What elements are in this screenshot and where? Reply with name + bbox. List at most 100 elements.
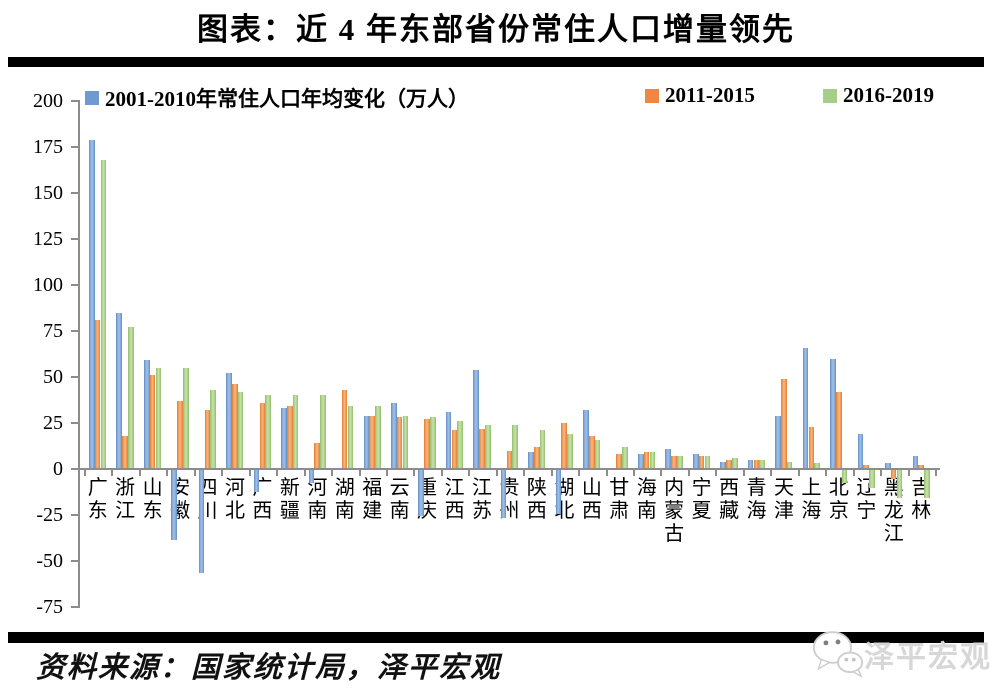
x-axis-tick-mark [303,470,306,476]
bar-2001-2010年常住人口年均变化（万人）-海南 [638,454,644,469]
x-axis-category-label: 云南 [389,477,410,522]
x-axis-tick-mark [852,470,855,476]
bar-2016-2019-陕西 [539,430,546,469]
bar-2016-2019-河北 [237,391,244,469]
bar-2011-2015-青海 [753,459,760,469]
bar-2011-2015-重庆 [424,419,430,469]
x-axis-category-label: 江西 [444,477,465,522]
x-axis-tick-mark [111,470,114,476]
x-axis-category-label: 河北 [224,477,245,522]
bar-2016-2019-上海 [814,463,820,469]
x-axis-tick-mark [660,470,663,476]
legend-item-2001-2010: 2001-2010年常住人口年均变化（万人） [85,83,469,113]
x-axis-zero-line [78,468,940,470]
x-axis-tick-mark [934,470,937,476]
bar-2011-2015-辽宁 [863,465,870,469]
bar-2016-2019-安徽 [182,367,189,469]
y-axis-tick-label: 50 [43,366,63,388]
y-axis-tick-label: 125 [33,228,63,250]
bar-2016-2019-浙江 [128,327,134,469]
x-axis-tick-mark [138,470,141,476]
bar-2001-2010年常住人口年均变化（万人）-广东 [89,139,95,469]
bar-2016-2019-青海 [759,459,766,469]
legend-label: 2011-2015 [665,83,755,107]
source-note: 资料来源：国家统计局，泽平宏观 [36,652,502,684]
bar-2001-2010年常住人口年均变化（万人）-宁夏 [692,454,699,469]
x-axis-tick-mark [331,470,334,476]
bar-2001-2010年常住人口年均变化（万人）-北京 [830,358,836,469]
x-axis-category-label: 广东 [87,477,108,522]
bar-2001-2010年常住人口年均变化（万人）-江苏 [473,369,479,469]
x-axis-category-label: 浙江 [115,477,136,522]
bar-2011-2015-江西 [451,430,458,469]
bar-2011-2015-海南 [643,452,650,469]
bar-2011-2015-四川 [204,410,211,469]
y-axis-tick-label: 200 [33,90,63,112]
x-axis-tick-mark [687,470,690,476]
bar-2011-2015-浙江 [122,435,128,469]
bar-2016-2019-广西 [265,395,271,469]
y-axis-tick-mark [71,100,78,102]
bar-2016-2019-四川 [210,389,217,469]
x-axis-category-label: 青海 [746,477,767,522]
bar-2001-2010年常住人口年均变化（万人）-安徽 [171,470,177,540]
bar-2011-2015-吉林 [918,465,924,469]
x-axis-category-label: 辽宁 [856,477,877,522]
bar-2011-2015-陕西 [534,446,540,469]
x-axis-category-label: 内蒙古 [664,477,685,545]
bar-2011-2015-宁夏 [698,456,705,469]
bar-2001-2010年常住人口年均变化（万人）-重庆 [418,470,425,516]
x-axis-tick-mark [193,470,196,476]
bar-2011-2015-新疆 [286,406,293,469]
bar-2016-2019-河南 [320,395,326,469]
bar-2016-2019-江苏 [484,424,491,469]
bar-2011-2015-黑龙江 [890,470,897,480]
bar-2011-2015-湖南 [341,389,348,469]
x-axis-category-label: 甘肃 [609,477,630,522]
x-axis-tick-mark [413,470,416,476]
bar-2016-2019-内蒙古 [677,456,683,469]
bar-2016-2019-贵州 [512,424,518,469]
bar-2001-2010年常住人口年均变化（万人）-贵州 [500,470,507,518]
bar-2016-2019-甘肃 [622,446,628,469]
legend-item-2016-2019: 2016-2019 [823,83,934,108]
bar-2016-2019-西藏 [731,457,738,469]
bar-2011-2015-西藏 [726,459,732,469]
bar-2001-2010年常住人口年均变化（万人）-江西 [445,411,452,469]
bar-2001-2010年常住人口年均变化（万人）-内蒙古 [665,448,672,469]
x-axis-category-label: 山西 [581,477,602,522]
y-axis-tick-label: 100 [33,274,63,296]
wechat-bubbles-icon [812,631,864,678]
y-axis-tick-label: 175 [33,136,63,158]
bar-2001-2010年常住人口年均变化（万人）-山西 [583,410,589,469]
y-axis-tick-mark [71,192,78,194]
bar-2001-2010年常住人口年均变化（万人）-广西 [253,470,260,493]
x-axis-tick-mark [742,470,745,476]
y-axis-tick-mark [71,376,78,378]
bar-2016-2019-江西 [457,421,464,469]
bar-2016-2019-广东 [100,159,107,469]
x-axis-tick-mark [550,470,553,476]
y-axis-tick-label: 75 [43,320,63,342]
bar-2016-2019-云南 [402,415,409,469]
bar-2016-2019-吉林 [924,470,930,498]
y-axis-tick-label: 150 [33,182,63,204]
bar-2016-2019-辽宁 [869,470,875,489]
x-axis-category-label: 江苏 [472,477,493,522]
bar-2001-2010年常住人口年均变化（万人）-湖北 [555,470,562,515]
bar-2011-2015-贵州 [506,450,513,469]
legend-label: 2016-2019 [843,83,934,107]
x-axis-tick-mark [605,470,608,476]
y-axis-tick-label: -50 [36,550,63,572]
bar-2016-2019-北京 [841,470,848,483]
x-axis-category-label: 上海 [801,477,822,522]
y-axis-tick-mark [71,606,78,608]
bar-2011-2015-福建 [369,415,375,469]
x-axis-tick-mark [440,470,443,476]
bar-2001-2010年常住人口年均变化（万人）-西藏 [720,461,726,469]
x-axis-category-label: 山东 [142,477,163,522]
bar-2016-2019-黑龙江 [896,470,903,498]
bar-2011-2015-江苏 [479,428,485,469]
x-axis-tick-mark [166,470,169,476]
y-axis-line [78,100,80,608]
